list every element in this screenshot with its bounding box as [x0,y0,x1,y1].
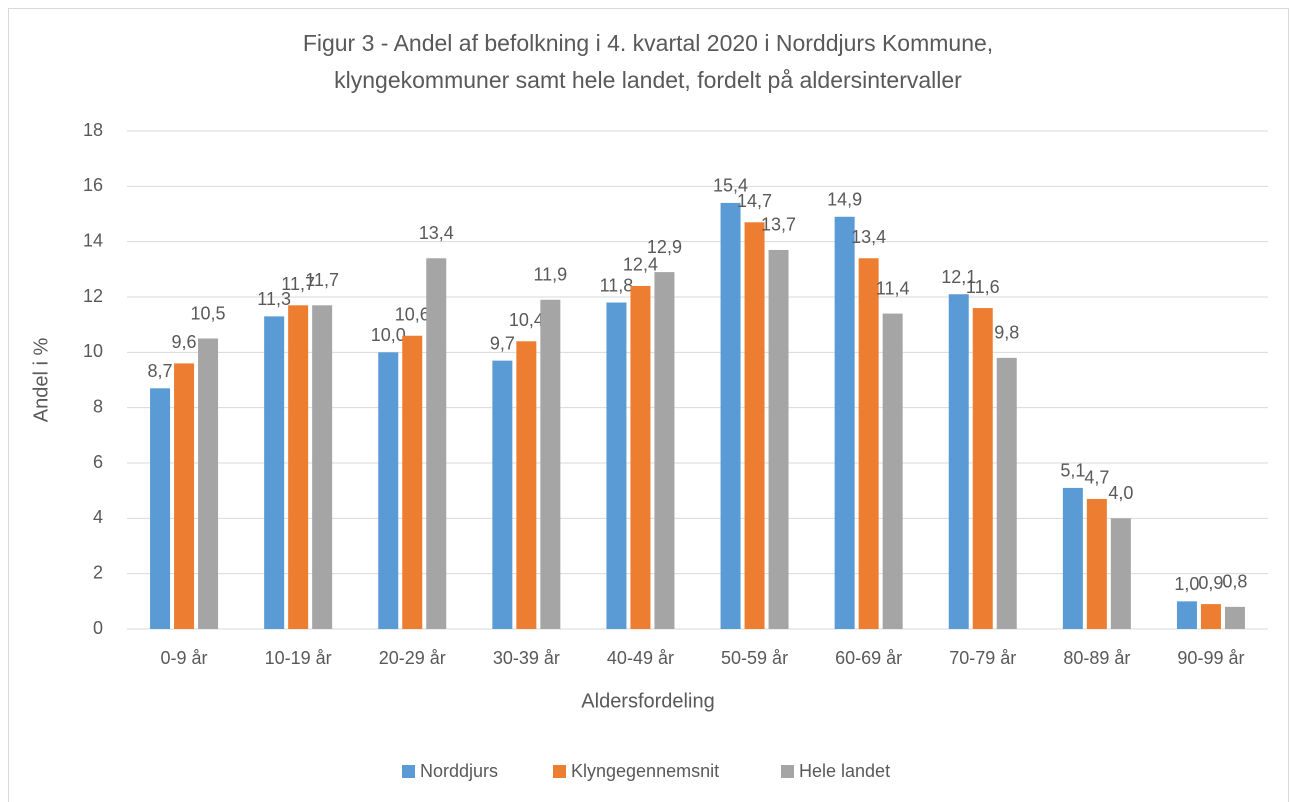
data-label: 13,7 [761,215,796,235]
bar [198,338,219,629]
data-label: 14,7 [737,191,772,211]
data-label: 4,0 [1108,483,1133,503]
bar [744,222,765,630]
y-axis-label: Andel i % [30,338,52,423]
x-tick-label: 80-89 år [1063,648,1130,668]
bar [996,357,1017,629]
x-tick-label: 60-69 år [835,648,902,668]
bar [378,352,399,629]
bar [1110,518,1131,629]
data-label: 11,9 [533,265,567,285]
data-label: 5,1 [1060,461,1085,481]
y-tick-label: 4 [93,507,103,527]
bar [948,294,969,629]
y-tick-label: 6 [93,452,103,472]
y-tick-label: 12 [83,286,103,306]
chart-title: klyngekommuner samt hele landet, fordelt… [334,67,962,93]
bar [834,216,855,629]
data-label: 9,7 [490,333,515,353]
data-label: 11,3 [257,289,291,309]
data-label: 11,6 [966,277,1000,297]
data-label: 10,4 [509,310,544,330]
x-axis-label: Aldersfordeling [581,690,714,712]
bar [312,305,333,629]
bar [858,258,879,629]
bar [1176,601,1197,629]
bar [654,272,675,629]
x-tick-label: 0-9 år [161,648,208,668]
data-label: 14,9 [827,190,862,210]
bar [402,335,423,629]
data-label: 1,0 [1174,574,1199,594]
data-label: 13,4 [851,227,886,247]
data-label: 12,1 [941,267,976,287]
data-label: 10,5 [191,303,226,323]
legend-swatch [402,765,415,778]
chart-border [8,8,1289,802]
data-label: 13,4 [419,223,454,243]
bar [516,341,537,629]
x-tick-label: 20-29 år [379,648,446,668]
legend-swatch [781,765,794,778]
y-tick-label: 16 [83,175,103,195]
bar [288,305,309,629]
data-label: 11,7 [281,274,315,294]
x-tick-label: 70-79 år [949,648,1016,668]
data-label: 0,8 [1222,572,1247,592]
bar [720,202,741,629]
bar [768,249,789,629]
bar [1224,606,1245,629]
data-label: 0,9 [1198,573,1223,593]
bar [972,308,993,629]
x-tick-label: 10-19 år [265,648,332,668]
x-tick-label: 40-49 år [607,648,674,668]
bar [606,302,627,629]
data-label: 9,6 [172,332,197,352]
legend-label: Klyngegennemsnit [571,761,719,781]
data-label: 11,4 [876,278,910,298]
y-tick-label: 14 [83,230,103,250]
bar [1086,498,1107,629]
bar [426,258,447,629]
data-label: 11,8 [600,275,634,295]
bar [540,299,561,629]
legend-label: Norddjurs [420,761,498,781]
bar [150,388,171,629]
data-label: 4,7 [1084,468,1109,488]
x-tick-label: 30-39 år [493,648,560,668]
data-label: 10,0 [371,325,406,345]
y-tick-label: 10 [83,341,103,361]
data-label: 15,4 [713,176,748,196]
y-tick-label: 8 [93,396,103,416]
bar [1200,604,1221,629]
data-label: 12,9 [647,237,682,257]
chart-title: Figur 3 - Andel af befolkning i 4. kvart… [303,30,993,56]
bar [264,316,285,629]
data-label: 10,6 [395,304,430,324]
bar [492,360,513,629]
legend-swatch [553,765,566,778]
y-tick-label: 2 [93,562,103,582]
bar [630,285,651,629]
bar [174,363,195,629]
bar [882,313,903,629]
bar [1062,487,1083,629]
data-label: 12,4 [623,255,658,275]
y-tick-label: 0 [93,618,103,638]
x-tick-label: 90-99 år [1177,648,1244,668]
x-tick-label: 50-59 år [721,648,788,668]
data-label: 9,8 [994,323,1019,343]
legend-label: Hele landet [799,761,890,781]
data-label: 8,7 [148,361,173,381]
y-tick-label: 18 [83,120,103,140]
data-label: 11,7 [305,270,339,290]
